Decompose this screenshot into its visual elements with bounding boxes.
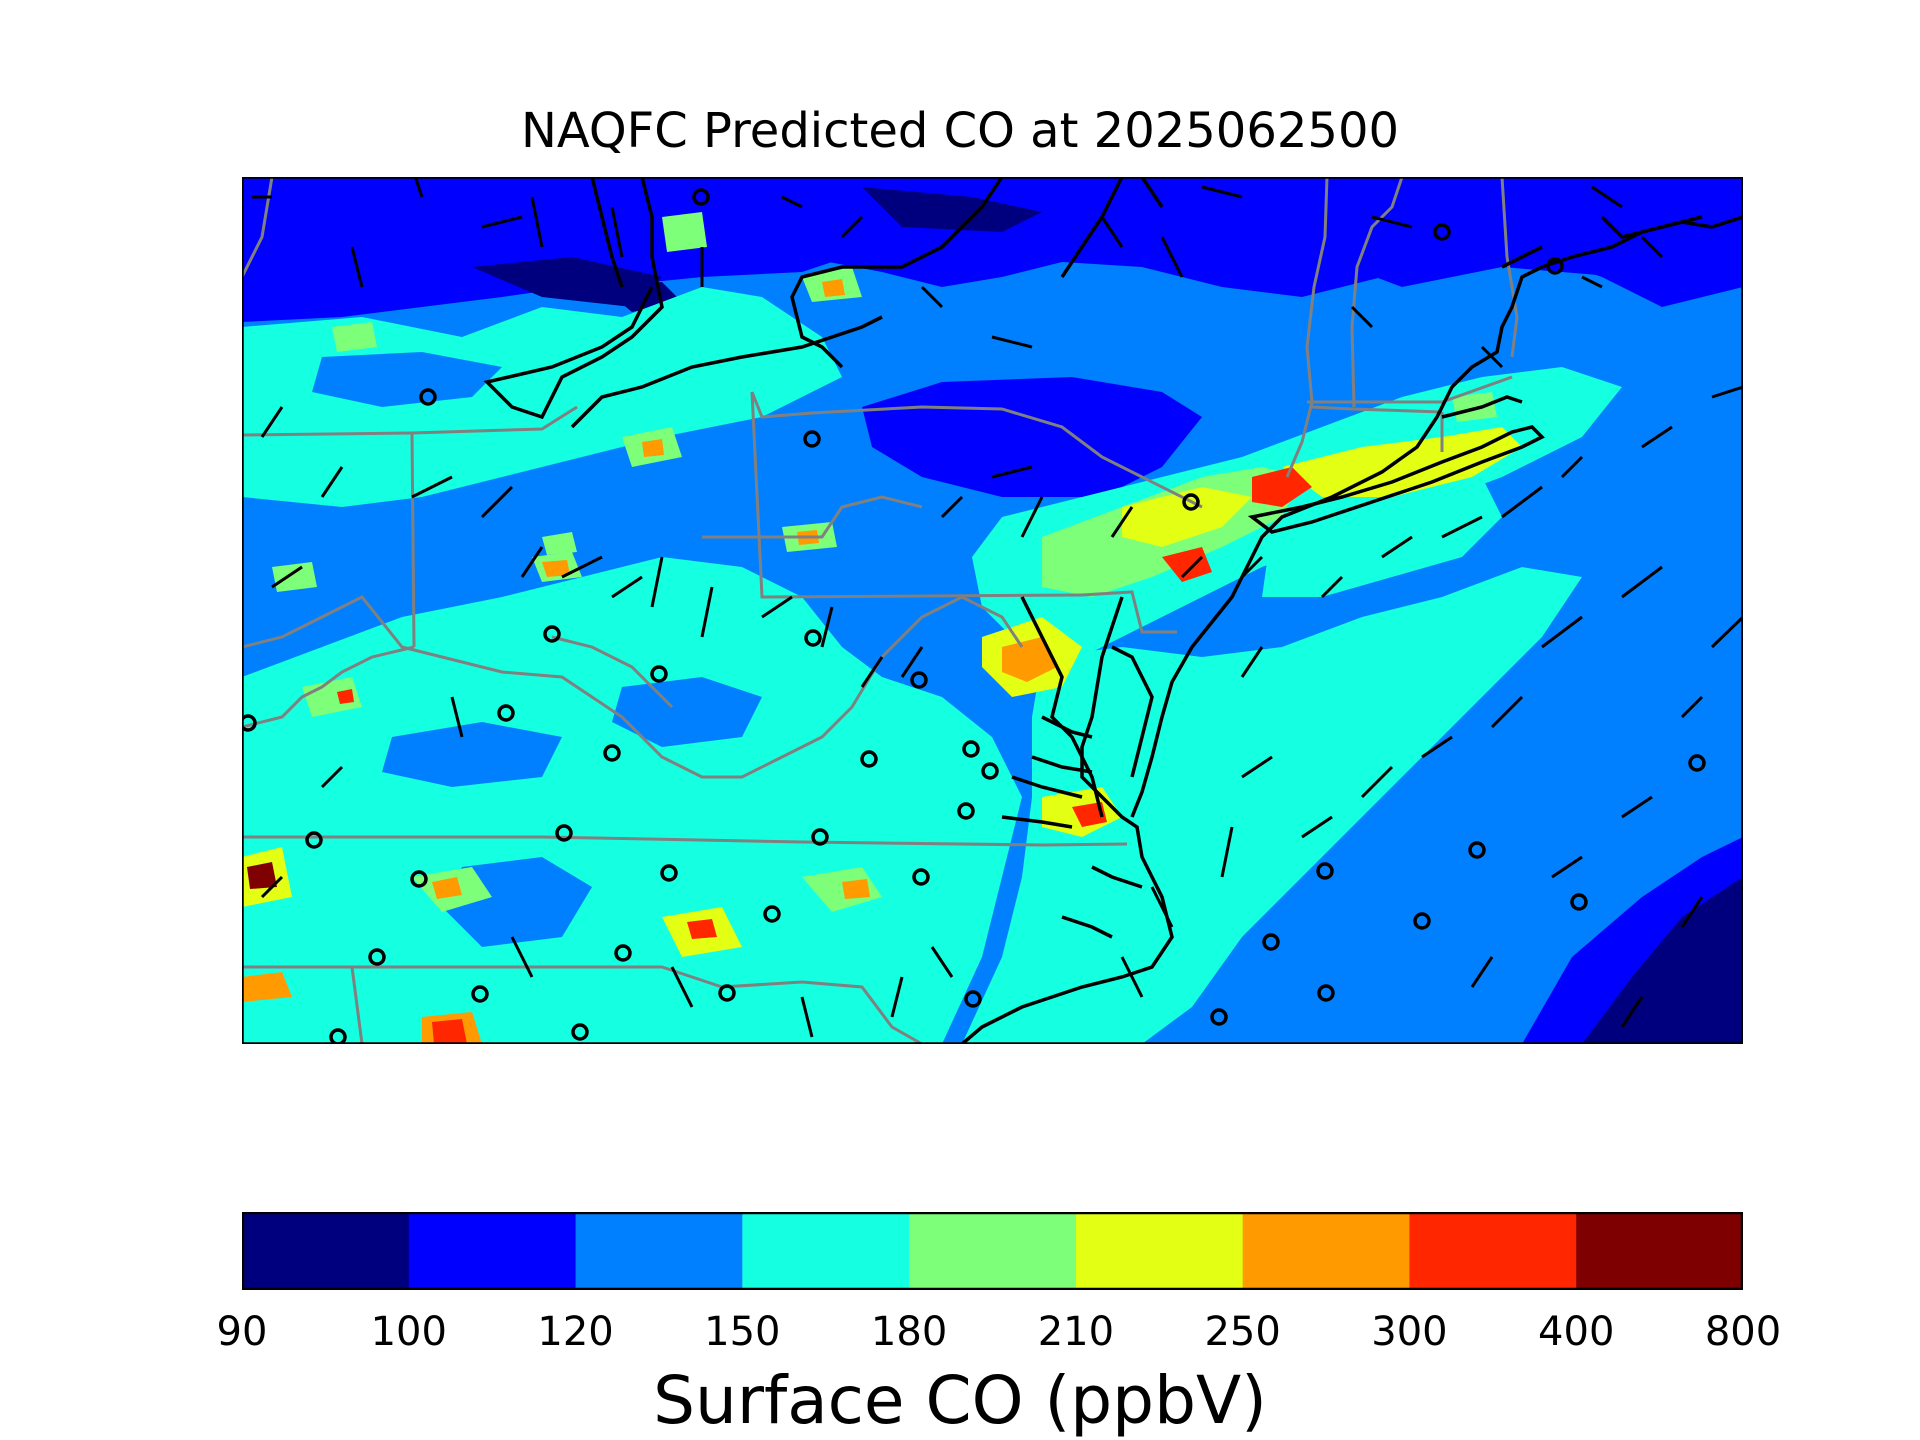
colorbar-tick-label: 90 [216,1309,268,1355]
colorbar-tick-label: 250 [1204,1309,1281,1355]
colorbar-swatch [1576,1212,1743,1290]
colorbar-swatches [242,1212,1743,1290]
colorbar-label: Surface CO (ppbV) [653,1362,1267,1439]
state-borders [242,177,1519,1044]
colorbar-tick-label: 100 [370,1309,447,1355]
colorbar-tick-label: 150 [704,1309,781,1355]
co-field [242,177,1743,1044]
colorbar-swatch [242,1212,410,1290]
colorbar-tick-label: 300 [1371,1309,1448,1355]
colorbar-swatch [408,1212,577,1290]
wind-barbs [252,177,1743,1038]
colorbar-swatch [1242,1212,1411,1290]
colorbar-frame [242,1212,1743,1290]
colorbar-tick-label: 120 [537,1309,614,1355]
co-concentration-map [242,177,1743,1044]
coastline [483,177,1743,1044]
colorbar-tick-label: 180 [870,1309,948,1355]
colorbar-tick-label: 800 [1704,1309,1782,1355]
colorbar-swatch [909,1212,1077,1290]
colorbar-tick-label: 210 [1037,1309,1115,1355]
colorbar-swatch [742,1212,910,1290]
colorbar-swatch [575,1212,743,1290]
colorbar-swatch [1409,1212,1577,1290]
map-frame [242,177,1743,1044]
colorbar-swatch [1075,1212,1244,1290]
calm-wind-circles [242,188,1706,1044]
colorbar [242,1212,1743,1290]
map-title: NAQFC Predicted CO at 2025062500 [520,103,1400,159]
colorbar-tick-label: 400 [1538,1309,1615,1355]
